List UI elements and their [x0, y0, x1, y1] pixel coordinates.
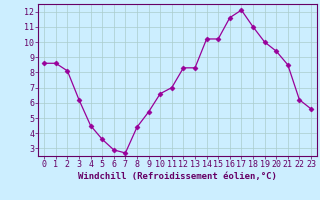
X-axis label: Windchill (Refroidissement éolien,°C): Windchill (Refroidissement éolien,°C): [78, 172, 277, 181]
